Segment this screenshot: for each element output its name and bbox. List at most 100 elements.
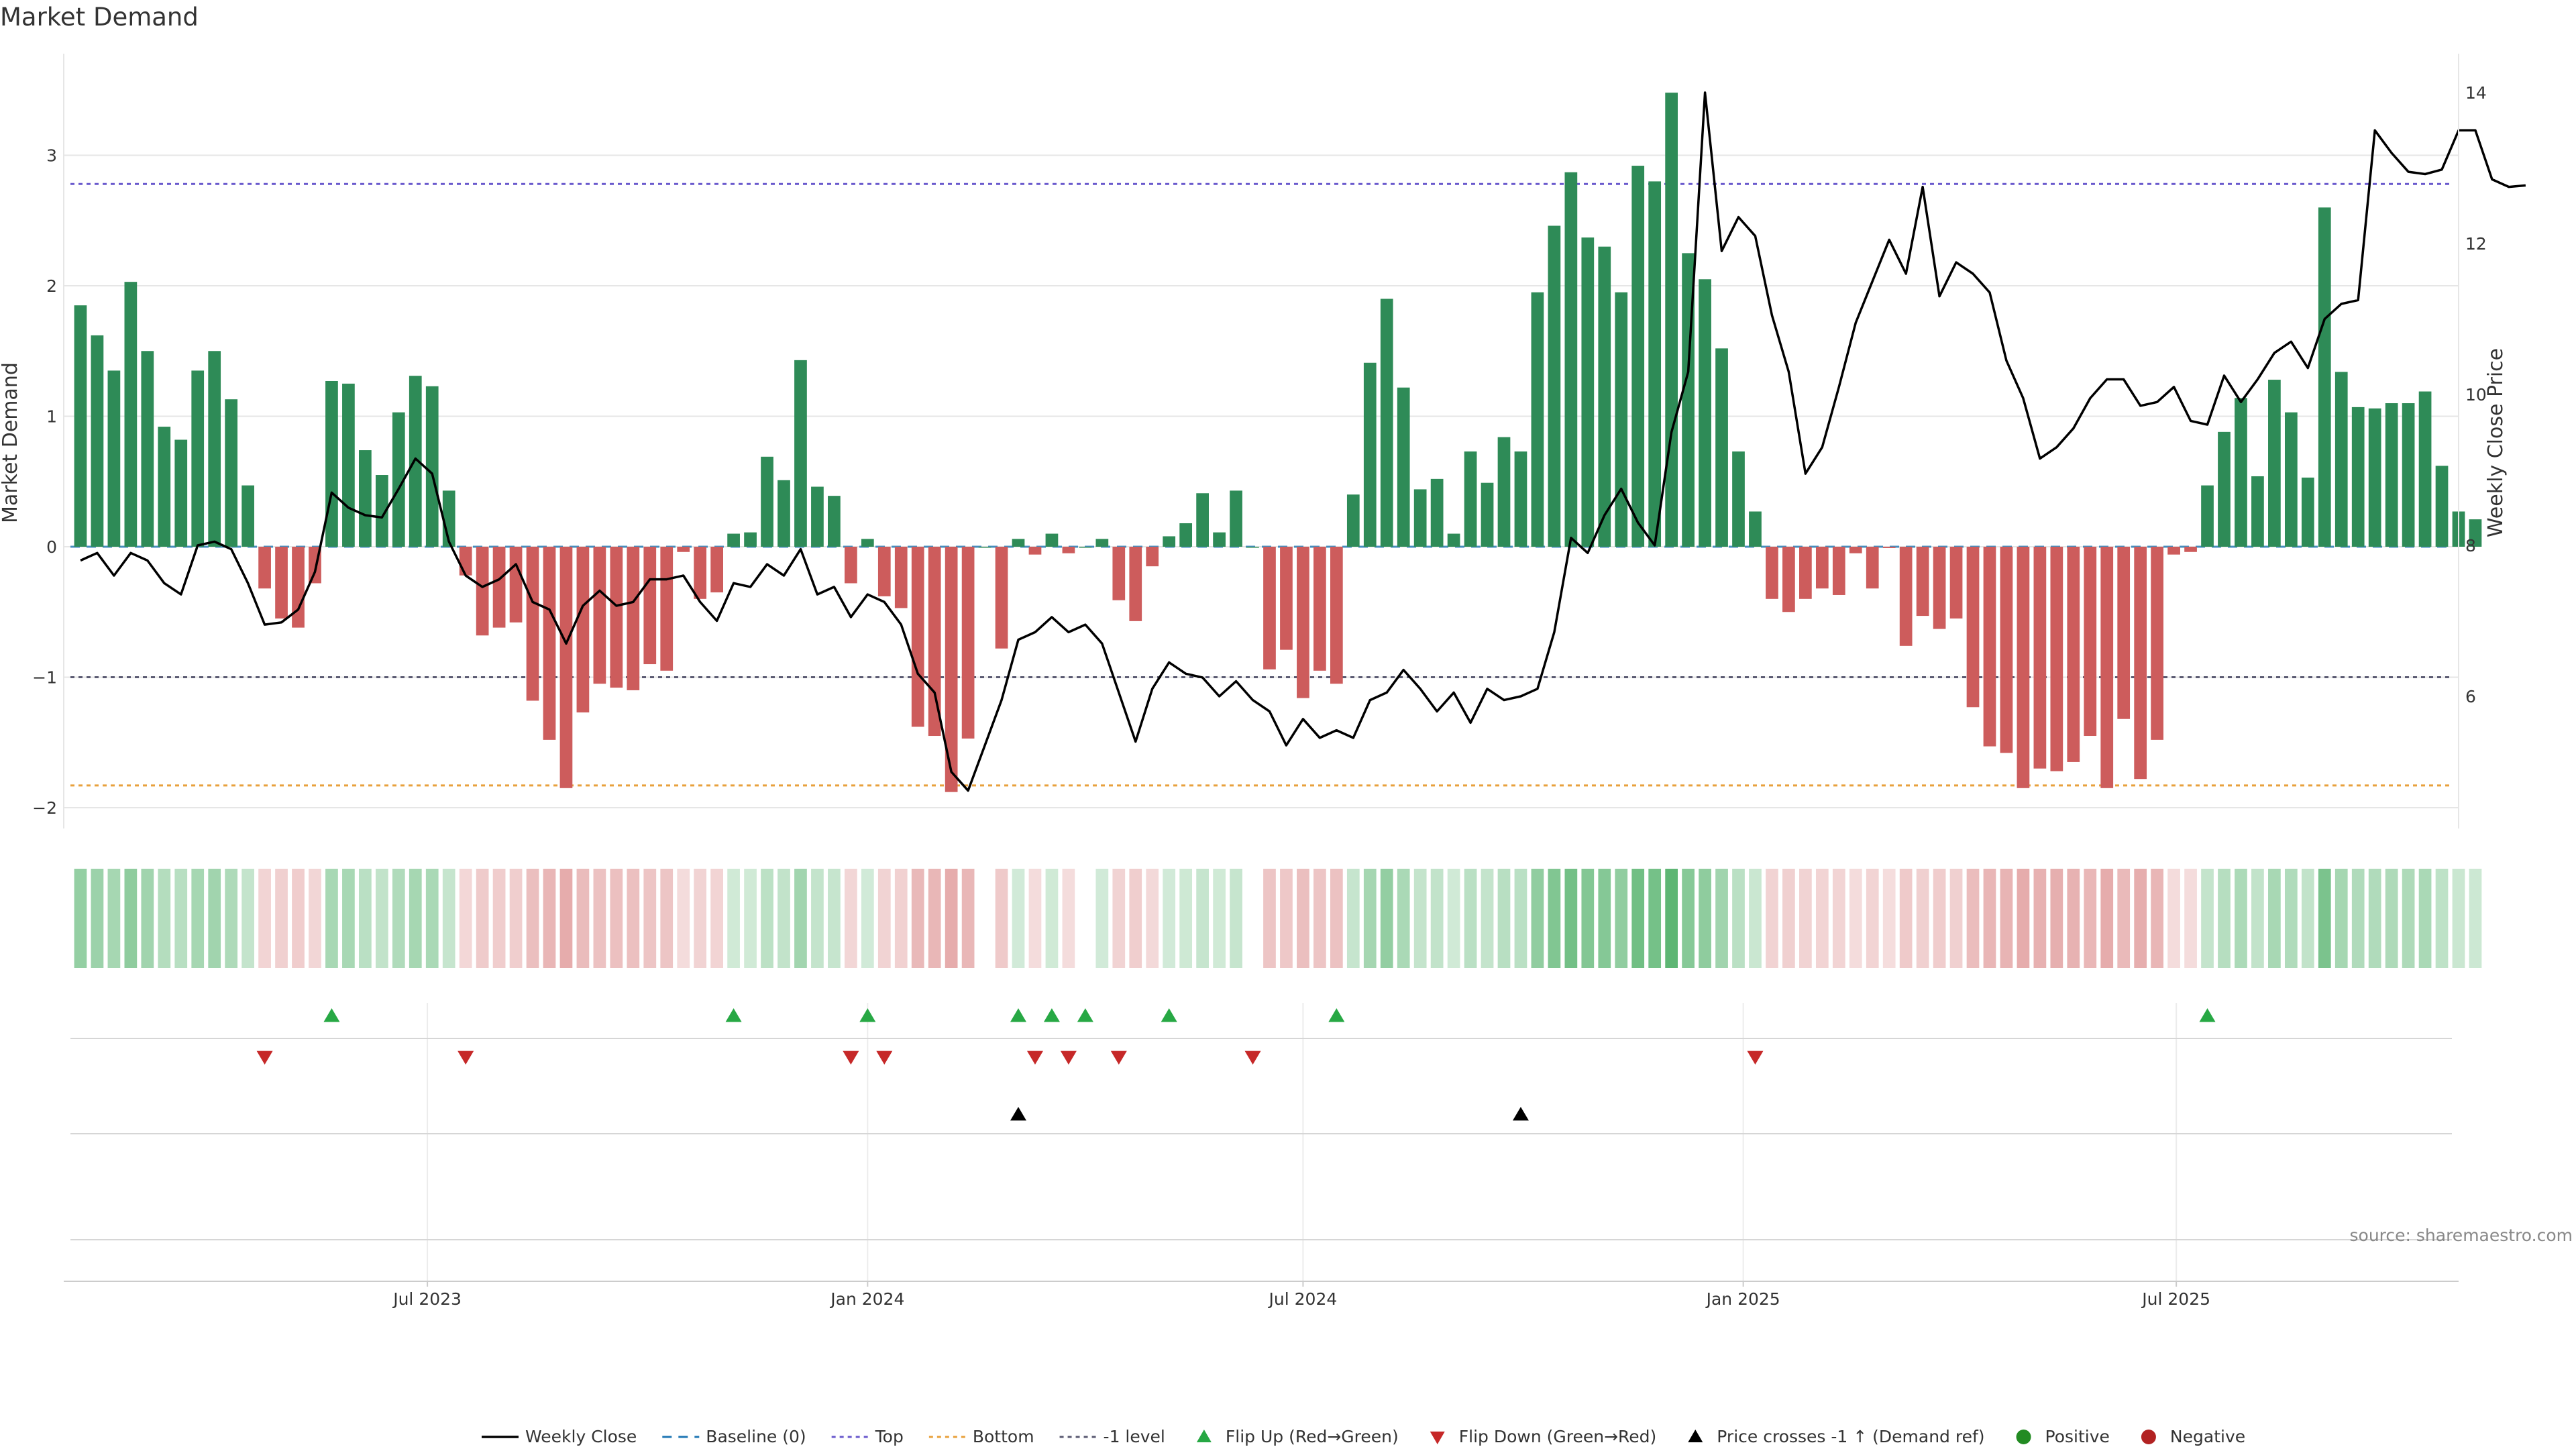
bar-positive [1246,547,1259,548]
bar-negative [1129,547,1142,621]
bar-negative [1263,547,1276,669]
bar-positive [107,370,121,547]
y2-tick-label: 8 [2465,536,2476,555]
y2-tick-label: 6 [2465,687,2476,706]
bar-positive [241,485,254,547]
bar-positive [2368,408,2381,547]
bar-positive [2435,466,2449,547]
y-tick-label: −2 [32,798,57,818]
strip-cell-positive [375,869,388,968]
bar-negative [710,547,723,593]
bar-negative [292,547,305,628]
strip-cell-negative [1280,869,1293,968]
flip-down-marker [1110,1051,1127,1065]
strip-cell-positive [442,869,455,968]
bar-positive [1732,451,1745,547]
bar-positive [1464,451,1477,547]
strip-cell-positive [325,869,338,968]
strip-cell-negative [1330,869,1343,968]
bar-negative [526,547,539,701]
strip-cell-negative [928,869,941,968]
bar-negative [1949,547,1963,619]
bar-negative [610,547,623,688]
strip-cell-negative [309,869,321,968]
bar-positive [727,533,740,547]
strip-cell-negative [627,869,640,968]
bar-positive [1631,166,1645,547]
strip-cell-negative [610,869,623,968]
strip-cell-positive [1196,869,1209,968]
strip-cell-positive [1380,869,1393,968]
bar-positive [1079,547,1092,548]
bar-positive [1230,490,1242,547]
strip-cell-positive [1481,869,1494,968]
strip-cell-negative [1263,869,1276,968]
bar-negative [1966,547,1980,708]
bar-negative [1983,547,1996,747]
bar-positive [225,399,238,547]
bar-positive [2402,403,2415,547]
legend-label-positive: Positive [2045,1427,2110,1446]
bar-negative [1933,547,1946,629]
weekly-close-line-group [80,91,2526,792]
chart-title: Market Demand [0,3,199,32]
strip-cell-positive [1230,869,1242,968]
flip-down-marker [1060,1051,1077,1065]
bar-negative [928,547,941,737]
strip-cell-positive [1665,869,1678,968]
bar-positive [1346,494,1360,547]
strip-cell-positive [861,869,874,968]
bar-negative [576,547,590,713]
strip-cell-positive [1548,869,1561,968]
bar-negative [2050,547,2063,771]
event-markers [70,1008,2452,1240]
strip-cell-positive [409,869,422,968]
cross-up-marker [1010,1107,1027,1121]
bar-positive [1012,539,1025,547]
strip-cell-negative [476,869,489,968]
bar-negative [543,547,556,740]
legend-label-minus1: -1 level [1104,1427,1165,1446]
bar-positive [2201,485,2214,547]
bar-positive [777,480,790,547]
bar-positive [1548,225,1561,547]
bar-positive [1564,172,1578,547]
strip-cell-positive [811,869,824,968]
flip-up-marker [1328,1008,1345,1022]
bar-positive [2301,477,2314,547]
bar-positive [392,412,405,547]
bar-negative [2084,547,2097,737]
bar-positive [1481,482,1494,547]
bar-positive [208,351,221,547]
bar-positive [861,539,874,547]
strip-cell-positive [2218,869,2231,968]
strip-cell-negative [1832,869,1845,968]
strip-cell-positive [1531,869,1544,968]
strip-cell-positive [2385,869,2398,968]
bar-positive [342,383,355,547]
flip-up-marker [725,1008,742,1022]
strip-cell-negative [1297,869,1309,968]
strip-cell-negative [2167,869,2180,968]
cross-up-marker [1512,1107,1529,1121]
strip-cell-positive [727,869,740,968]
strip-cell-positive [1413,869,1427,968]
bar-positive [1380,299,1393,547]
flip-up-marker [323,1008,340,1022]
strip-cell-positive [1012,869,1025,968]
strip-cell-negative [1799,869,1812,968]
bar-positive [174,439,188,547]
strip-cell-negative [509,869,523,968]
strip-cell-positive [74,869,87,968]
strip-cell-negative [694,869,707,968]
bar-negative [1112,547,1126,600]
strip-cell-positive [174,869,188,968]
strip-cell-positive [1464,869,1477,968]
bar-positive [2351,407,2365,547]
source-note: source: sharemaestro.com [2350,1226,2573,1245]
strip-cell-negative [275,869,288,968]
strip-cell-positive [2418,869,2432,968]
bar-positive [2469,519,2482,547]
bar-negative [2017,547,2030,788]
